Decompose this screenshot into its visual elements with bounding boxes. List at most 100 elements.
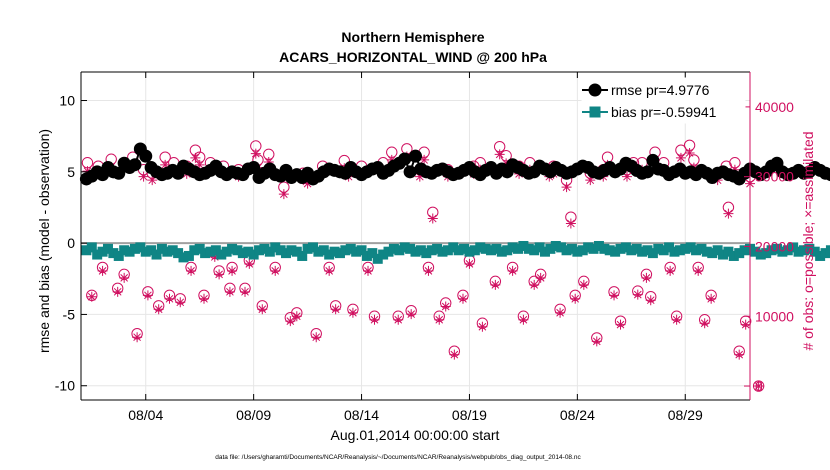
obs-assimilated-point bbox=[291, 311, 302, 322]
y-tick-label-right: 30000 bbox=[755, 169, 794, 185]
bias-point bbox=[507, 242, 518, 253]
bias-point bbox=[243, 246, 254, 257]
obs-assimilated-point bbox=[250, 148, 261, 159]
obs-assimilated-point bbox=[501, 158, 512, 169]
bias-point bbox=[588, 243, 599, 254]
obs-assimilated-point bbox=[330, 304, 341, 315]
obs-assimilated-point bbox=[621, 171, 632, 182]
bias-point bbox=[318, 245, 329, 256]
obs-assimilated-point bbox=[723, 208, 734, 219]
bias-point bbox=[496, 246, 507, 257]
bias-point bbox=[232, 245, 243, 256]
bias-point bbox=[712, 245, 723, 256]
bias-point bbox=[766, 245, 777, 256]
y-tick-label-left: -10 bbox=[55, 378, 75, 394]
bias-point bbox=[701, 246, 712, 257]
y-tick-label-left: 10 bbox=[59, 93, 75, 109]
bias-point bbox=[119, 245, 130, 256]
bias-point bbox=[475, 242, 486, 253]
bias-point bbox=[755, 249, 766, 260]
obs-assimilated-point bbox=[214, 269, 225, 280]
bias-point bbox=[437, 246, 448, 257]
bias-point bbox=[156, 243, 167, 254]
bias-point bbox=[388, 243, 399, 254]
bias-point bbox=[556, 242, 567, 253]
obs-assimilated-point bbox=[675, 152, 686, 163]
obs-assimilated-point bbox=[457, 293, 468, 304]
obs-assimilated-point bbox=[82, 166, 93, 177]
bias-point bbox=[135, 242, 146, 253]
obs-assimilated-point bbox=[578, 279, 589, 290]
obs-assimilated-point bbox=[363, 265, 374, 276]
obs-assimilated-point bbox=[490, 279, 501, 290]
bias-point bbox=[459, 243, 470, 254]
bias-point bbox=[275, 245, 286, 256]
obs-assimilated-point bbox=[209, 251, 220, 262]
bias-point bbox=[410, 246, 421, 257]
y-tick-label-right: 20000 bbox=[755, 238, 794, 254]
plot-area bbox=[81, 72, 750, 400]
bias-point bbox=[691, 245, 702, 256]
bias-point bbox=[469, 245, 480, 256]
bias-point bbox=[523, 243, 534, 254]
bias-point bbox=[367, 248, 378, 259]
bias-point bbox=[550, 240, 561, 251]
bias-point bbox=[804, 243, 815, 254]
rmse-point bbox=[128, 158, 142, 172]
x-tick-label: 08/19 bbox=[452, 407, 487, 423]
obs-assimilated-point bbox=[311, 332, 322, 343]
bias-point bbox=[405, 243, 416, 254]
bias-point bbox=[718, 249, 729, 260]
obs-assimilated-point bbox=[477, 321, 488, 332]
obs-assimilated-point bbox=[414, 171, 425, 182]
bias-point bbox=[124, 246, 135, 257]
bias-point bbox=[825, 245, 830, 256]
legend-rmse-label: rmse pr=4.9776 bbox=[611, 82, 710, 98]
obs-assimilated-point bbox=[570, 293, 581, 304]
bias-point bbox=[151, 249, 162, 260]
legend-rmse-marker bbox=[588, 83, 602, 97]
obs-assimilated-point bbox=[419, 154, 430, 165]
obs-assimilated-point bbox=[194, 159, 205, 170]
obs-assimilated-point bbox=[199, 293, 210, 304]
obs-assimilated-point bbox=[535, 272, 546, 283]
bias-point bbox=[448, 242, 459, 253]
bias-point bbox=[291, 246, 302, 257]
bias-point bbox=[324, 249, 335, 260]
bias-point bbox=[680, 243, 691, 254]
rmse-point bbox=[247, 161, 261, 175]
obs-assimilated-point bbox=[119, 272, 130, 283]
bias-point bbox=[815, 250, 826, 261]
bias-point bbox=[453, 245, 464, 256]
x-tick-label: 08/09 bbox=[236, 407, 271, 423]
bias-point bbox=[140, 246, 151, 257]
bias-point bbox=[642, 245, 653, 256]
obs-assimilated-point bbox=[518, 314, 529, 325]
bias-point bbox=[777, 246, 788, 257]
y-tick-label-right: 10000 bbox=[755, 308, 794, 324]
obs-assimilated-point bbox=[190, 152, 201, 163]
obs-assimilated-point bbox=[393, 314, 404, 325]
bias-point bbox=[259, 243, 270, 254]
bias-point bbox=[113, 250, 124, 261]
y-axis-right-label: # of obs: o=possible; ×=assimilated bbox=[800, 131, 816, 350]
bias-point bbox=[129, 243, 140, 254]
bias-point bbox=[426, 245, 437, 256]
chart-title-line2: ACARS_HORIZONTAL_WIND @ 200 hPa bbox=[279, 49, 547, 65]
bias-point bbox=[442, 245, 453, 256]
bias-point bbox=[221, 246, 232, 257]
bias-point bbox=[248, 249, 259, 260]
legend-box bbox=[581, 77, 746, 124]
obs-assimilated-point bbox=[175, 297, 186, 308]
x-tick-label: 08/29 bbox=[668, 407, 703, 423]
bias-point bbox=[604, 245, 615, 256]
bias-point bbox=[583, 242, 594, 253]
obs-assimilated-point bbox=[423, 265, 434, 276]
bias-point bbox=[685, 242, 696, 253]
obs-assimilated-point bbox=[227, 265, 238, 276]
bias-point bbox=[610, 246, 621, 257]
bias-point bbox=[421, 248, 432, 259]
bias-point bbox=[599, 243, 610, 254]
bias-point bbox=[102, 243, 113, 254]
